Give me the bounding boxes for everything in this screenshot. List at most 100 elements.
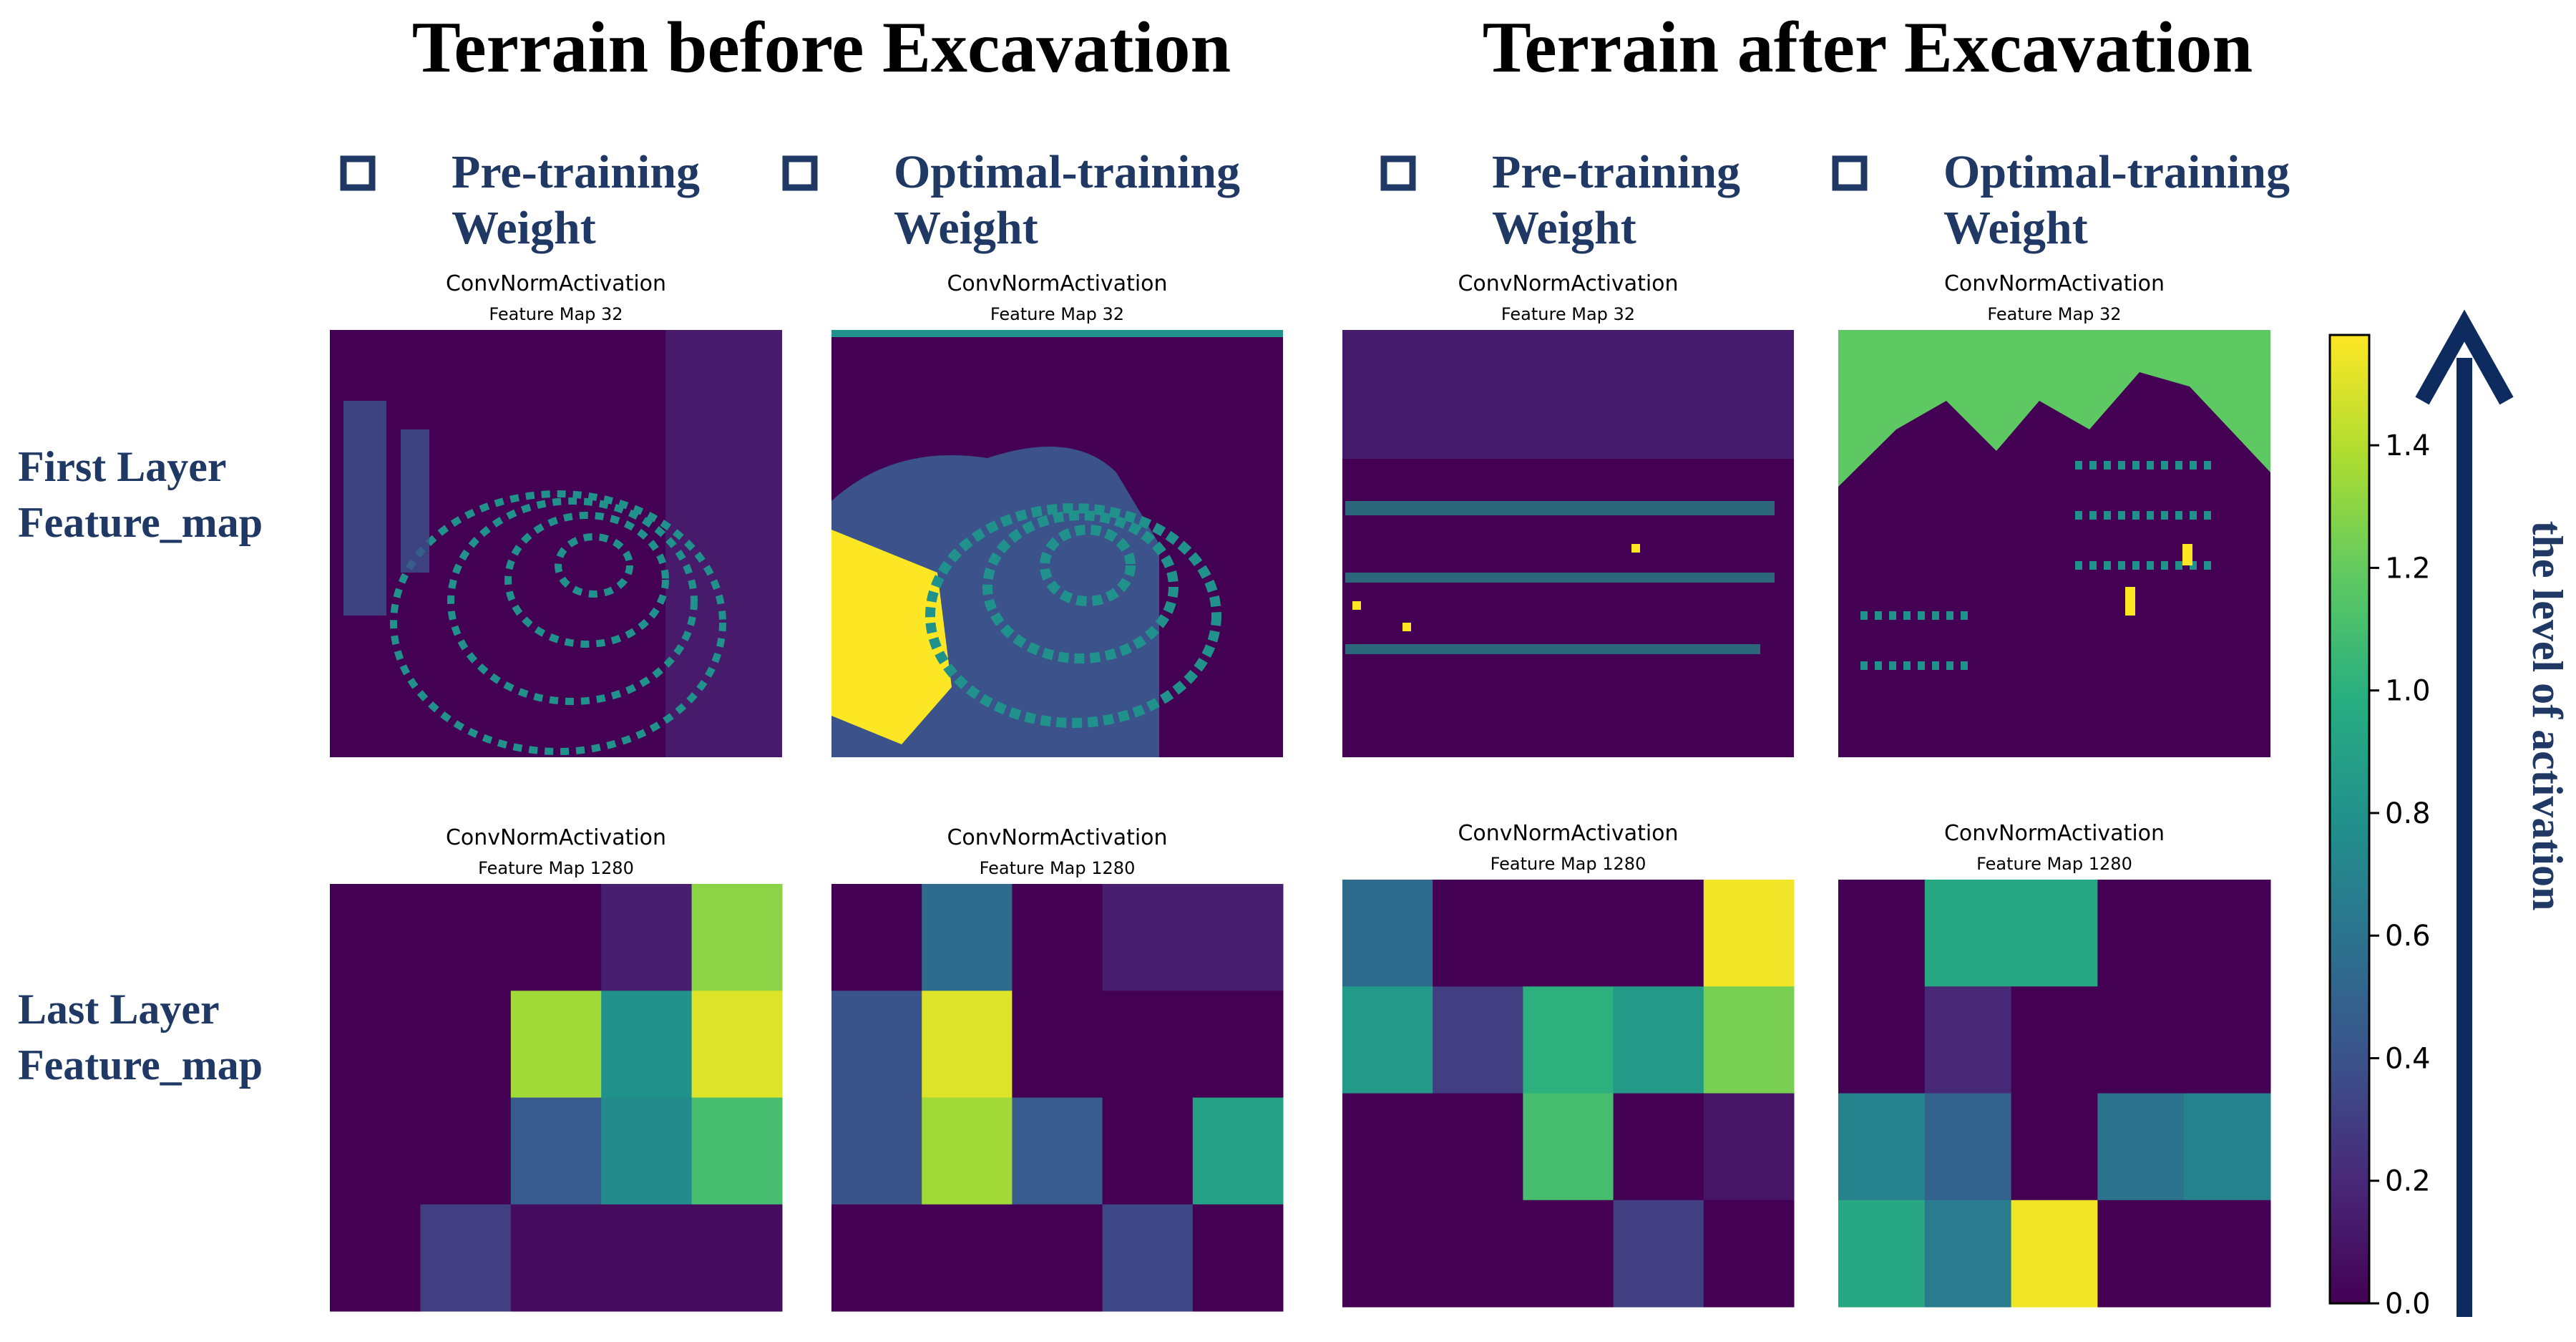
row-label: Feature_map [18,1041,263,1089]
heatmap-cell [601,884,693,991]
colorbar-tick-label: 0.4 [2385,1042,2431,1075]
legend-marker [340,155,376,191]
panel-subtitle: Feature Map 32 [489,304,623,324]
panel-subtitle: Feature Map 32 [990,304,1124,324]
heatmap-cell [420,1097,512,1205]
heatmap-cell [1192,884,1284,991]
legend-label: Weight [1492,202,1636,254]
panel-title: ConvNormActivation [947,271,1167,296]
colorbar-tick-label: 0.2 [2385,1165,2431,1198]
feature-image [831,330,1283,757]
legend-marker [1380,155,1416,191]
heatmap-cell [1012,1204,1103,1312]
heatmap-cell [1703,1093,1795,1201]
panel-subtitle: Feature Map 32 [1501,304,1635,324]
heatmap-cell [691,991,783,1098]
heatmap-cell [1433,1093,1523,1201]
heatmap-cell [1703,880,1795,987]
panel-subtitle: Feature Map 32 [1987,304,2121,324]
panel-title: ConvNormActivation [1944,271,2165,296]
heatmap-cell [330,1097,421,1205]
panel-subtitle: Feature Map 1280 [1491,854,1646,874]
heatmap-cell [691,1204,783,1312]
heatmap-cell [1613,1093,1704,1201]
heatmap-cell [2184,986,2271,1094]
heatmap-cell [2011,1093,2098,1201]
heatmap-cell [1012,991,1103,1098]
heatmap-cell [1838,1093,1926,1201]
legend-marker [782,155,818,191]
heatmap-cell [1342,1093,1433,1201]
heatmap-cell [1102,1204,1194,1312]
heatmap-cell [1838,880,1926,987]
colorbar-tick-label: 1.0 [2385,675,2431,708]
heatmap-cell [1613,986,1704,1094]
heatmap-cell [1192,1204,1284,1312]
heatmap-cell [1613,1200,1704,1308]
panel-subtitle: Feature Map 1280 [478,858,634,878]
heatmap-cell [831,884,922,991]
feature-image [330,330,782,757]
heatmap-cell [1433,986,1523,1094]
heatmap-cell [510,991,602,1098]
row-label: First Layer [18,443,227,490]
feature-image [1838,330,2270,757]
panel-title: ConvNormActivation [1458,821,1678,846]
heatmap-cell [1924,880,2012,987]
heatmap-cell [2097,1093,2185,1201]
heatmap-cell [1192,991,1284,1098]
heatmap-cell [1192,1097,1284,1205]
heatmap-cell [2011,1200,2098,1308]
heatmap-cell [2011,986,2098,1094]
heatmap-cell [1613,880,1704,987]
colorbar-tick-label: 1.4 [2385,429,2431,462]
heatmap-cell [691,884,783,991]
colorbar-label: the level of activation [2524,521,2571,911]
heatmap-cell [831,1204,922,1312]
heatmap-cell [922,1204,1013,1312]
heatmap-cell [1102,1097,1194,1205]
heatmap-cell [1924,986,2012,1094]
colorbar-tick-label: 1.2 [2385,552,2431,585]
heatmap-cell [2184,1200,2271,1308]
heatmap-cell [2097,986,2185,1094]
heatmap-cell [1523,986,1614,1094]
heatmap-cell [2184,1093,2271,1201]
heatmap-cell [1433,880,1523,987]
heatmap-cell [2184,880,2271,987]
colorbar-tick-label: 0.8 [2385,797,2431,830]
heatmap-cell [1523,1093,1614,1201]
heatmap-cell [601,1204,693,1312]
heatmap-cell [1523,1200,1614,1308]
heatmap-cell [1102,991,1194,1098]
legend-label: Weight [452,202,596,254]
heatmap-cell [1924,1093,2012,1201]
legend-label: Optimal-training [1943,146,2290,198]
panel-title: ConvNormActivation [1458,271,1678,296]
legend-label: Weight [1943,202,2088,254]
heatmap-cell [1838,1200,1926,1308]
heatmap-cell [601,1097,693,1205]
title: Terrain before Excavation [412,7,1231,88]
heatmap-cell [510,884,602,991]
heatmap-cell [922,1097,1013,1205]
legend-label: Pre-training [452,146,700,198]
legend-label: Pre-training [1492,146,1740,198]
legend-label: Weight [894,202,1038,254]
legend-marker [1832,155,1868,191]
arrow [2415,309,2514,1317]
heatmap-cell [1012,1097,1103,1205]
heatmap-cell [922,884,1013,991]
heatmap-cell [510,1204,602,1312]
heatmap-cell [1342,986,1433,1094]
heatmap-cell [2097,1200,2185,1308]
heatmap-cell [831,991,922,1098]
heatmap-cell [1012,884,1103,991]
heatmap-cell [1703,1200,1795,1308]
panel-title: ConvNormActivation [1944,821,2165,846]
heatmap-cell [831,1097,922,1205]
row-label: Last Layer [18,986,220,1033]
heatmap-cell [1342,1200,1433,1308]
